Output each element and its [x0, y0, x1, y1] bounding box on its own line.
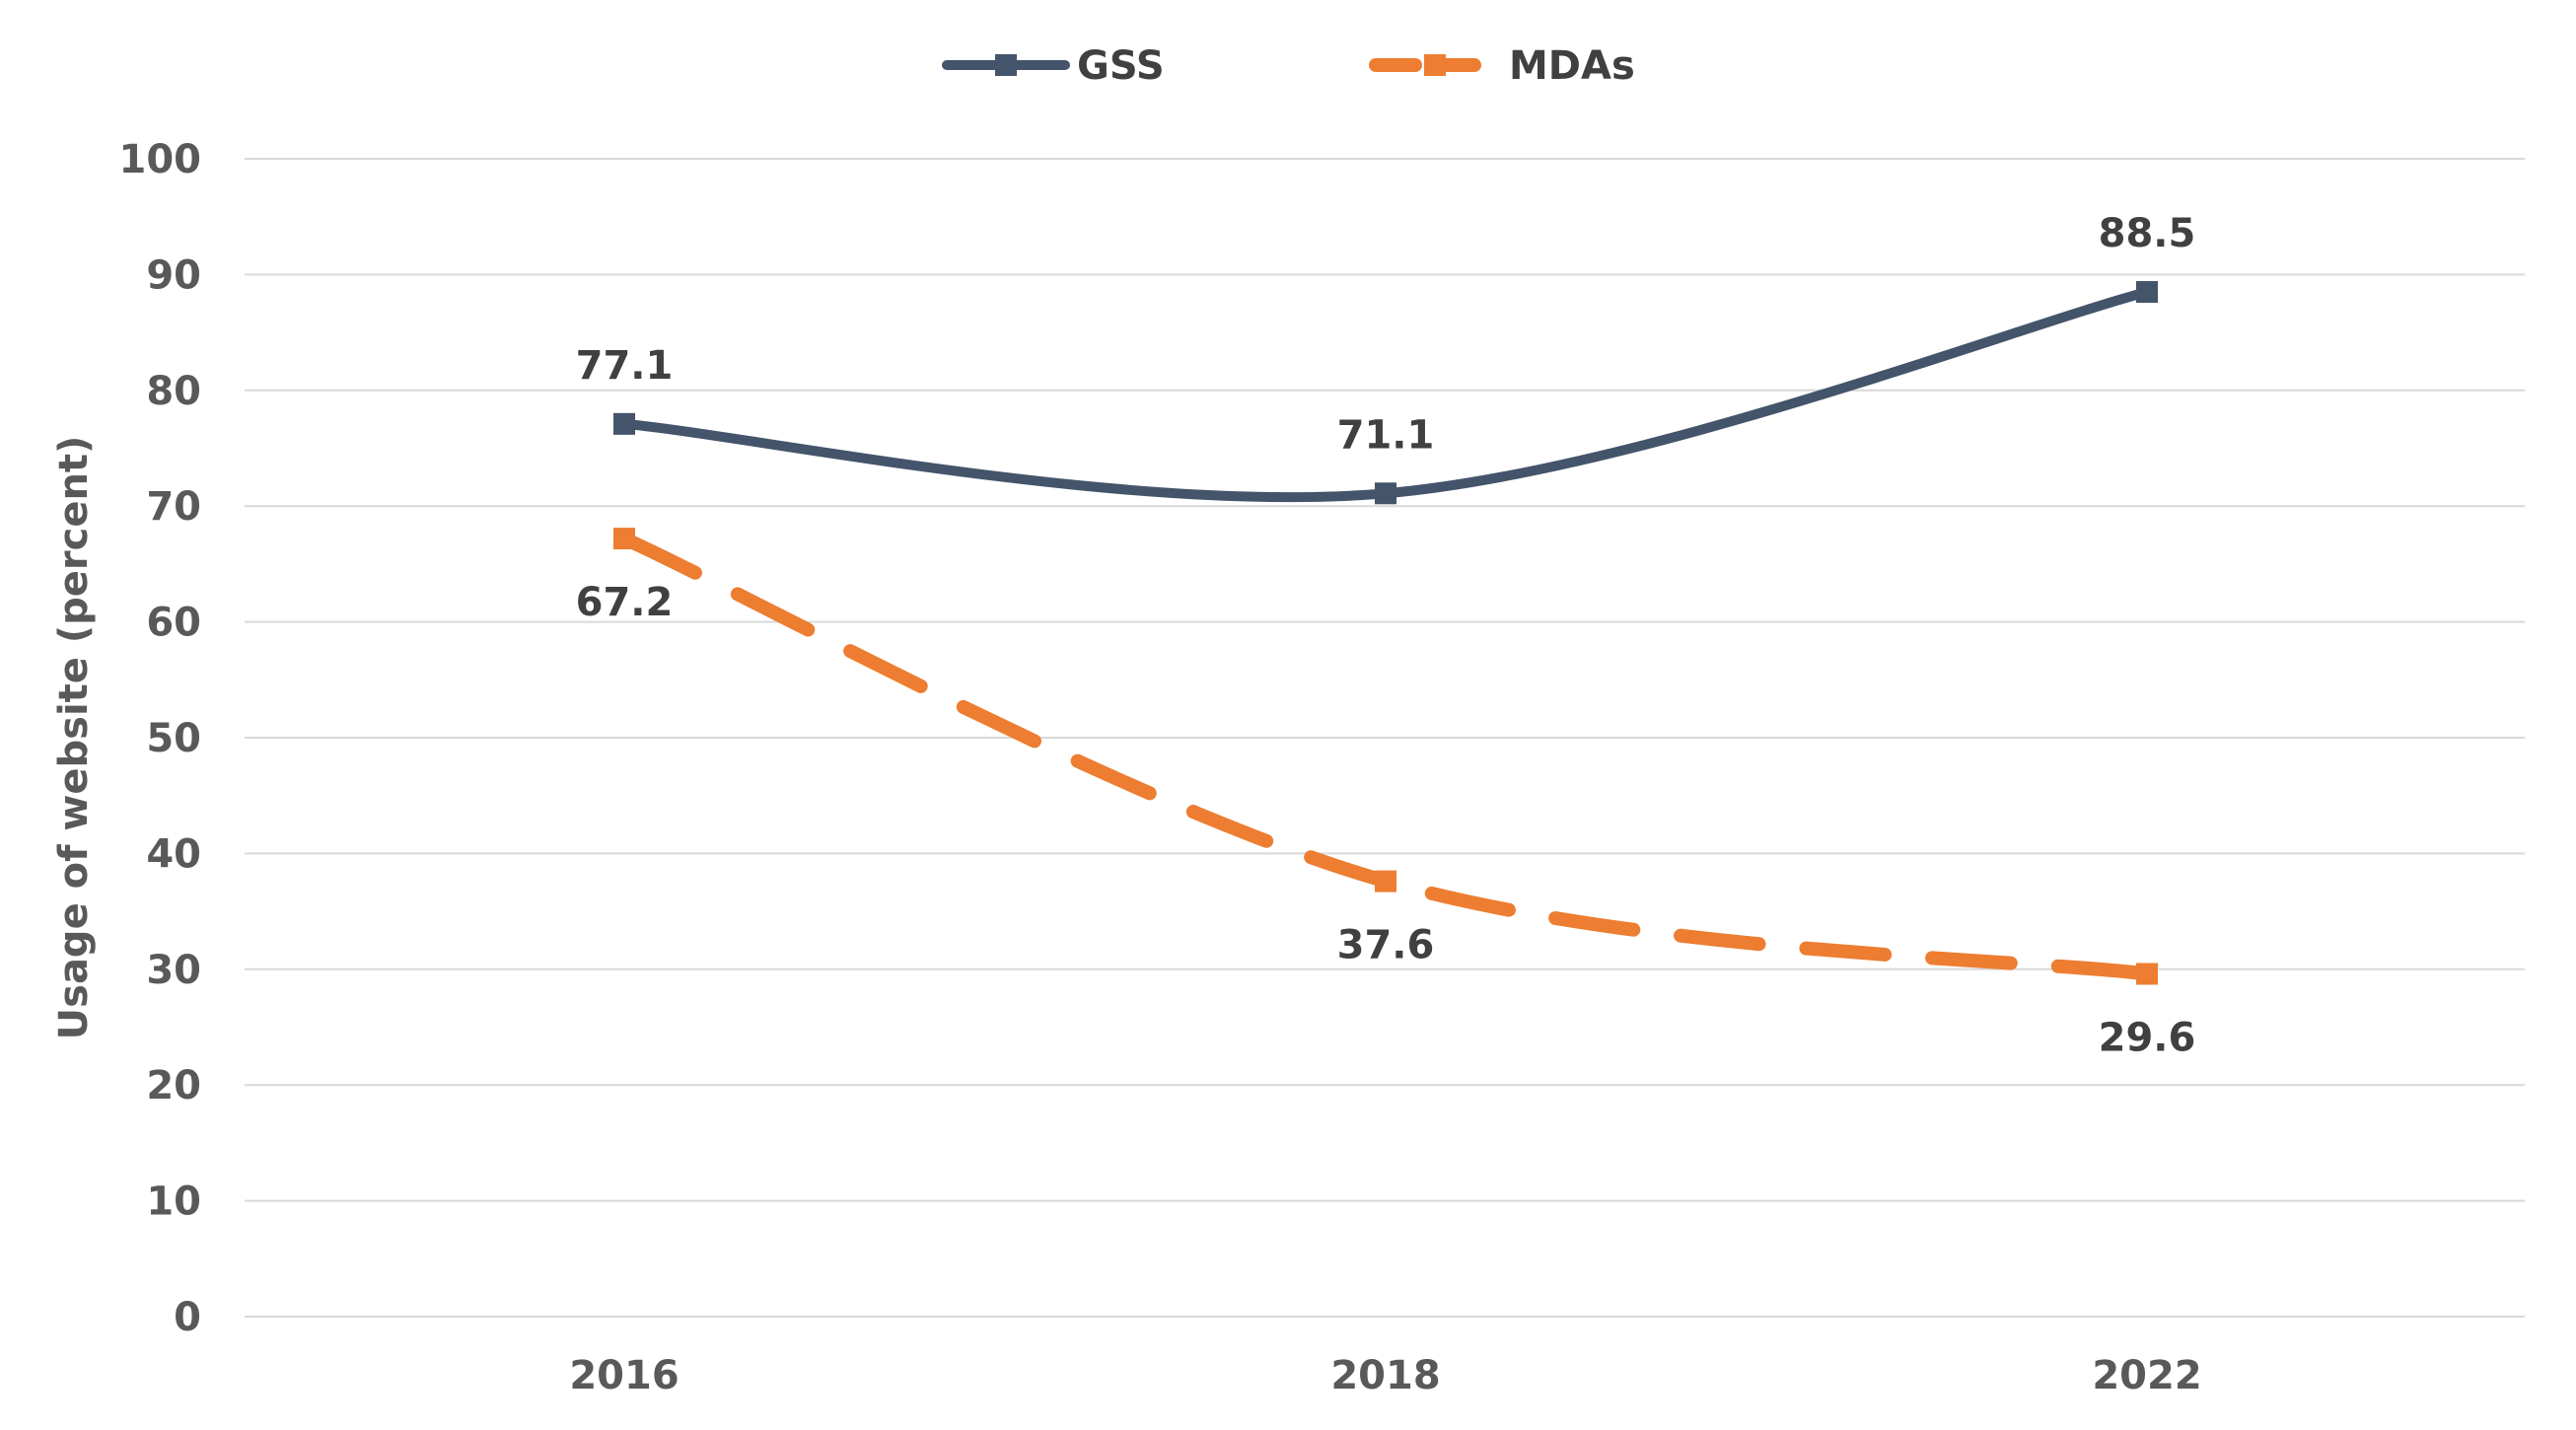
y-tick-label: 40 — [146, 831, 201, 877]
y-tick-label: 60 — [146, 601, 201, 646]
y-tick-label: 0 — [174, 1295, 201, 1340]
data-label: 67.2 — [576, 580, 674, 625]
legend-label: GSS — [1077, 43, 1165, 89]
data-label: 77.1 — [576, 343, 674, 389]
data-label: 37.6 — [1337, 923, 1435, 968]
series-gss — [613, 281, 2158, 505]
legend-swatch-marker — [995, 54, 1017, 76]
x-tick-label: 2022 — [2092, 1353, 2201, 1398]
data-point-marker — [1375, 870, 1396, 893]
y-tick-label: 20 — [146, 1063, 201, 1108]
data-point-marker — [2136, 963, 2158, 985]
legend-item-gss: GSS — [942, 43, 1165, 89]
data-point-marker — [1375, 482, 1396, 505]
y-tick-label: 30 — [146, 948, 201, 993]
y-tick-label: 90 — [146, 252, 201, 298]
series-line — [619, 287, 2152, 503]
y-axis-title: Usage of website (percent) — [51, 436, 97, 1040]
series-line — [617, 532, 2154, 981]
y-tick-label: 100 — [119, 137, 202, 182]
legend-swatch-marker — [1424, 54, 1446, 76]
x-tick-label: 2018 — [1330, 1353, 1440, 1398]
x-tick-label: 2016 — [569, 1353, 679, 1398]
y-tick-label: 80 — [146, 369, 201, 414]
y-tick-label: 10 — [146, 1180, 201, 1225]
y-tick-label: 50 — [146, 716, 201, 761]
x-axis-ticks: 2016 2018 2022 — [569, 1353, 2201, 1398]
data-label: 88.5 — [2099, 211, 2196, 256]
legend-item-mdas: MDAs — [1369, 43, 1635, 89]
data-labels: 77.1 71.1 88.5 67.2 37.6 29.6 — [576, 211, 2196, 1060]
legend-label: MDAs — [1509, 43, 1635, 89]
data-point-marker — [613, 412, 635, 435]
y-tick-label: 70 — [146, 484, 201, 530]
data-point-marker — [613, 528, 635, 550]
series-mdas — [613, 528, 2158, 985]
legend: GSS MDAs — [942, 43, 1635, 89]
data-point-marker — [2136, 281, 2158, 304]
series — [613, 281, 2158, 985]
gridlines — [245, 158, 2525, 1318]
data-label: 71.1 — [1337, 412, 1435, 458]
y-axis-ticks: 0 10 20 30 40 50 60 70 80 90 100 — [119, 137, 202, 1340]
data-label: 29.6 — [2099, 1015, 2196, 1060]
